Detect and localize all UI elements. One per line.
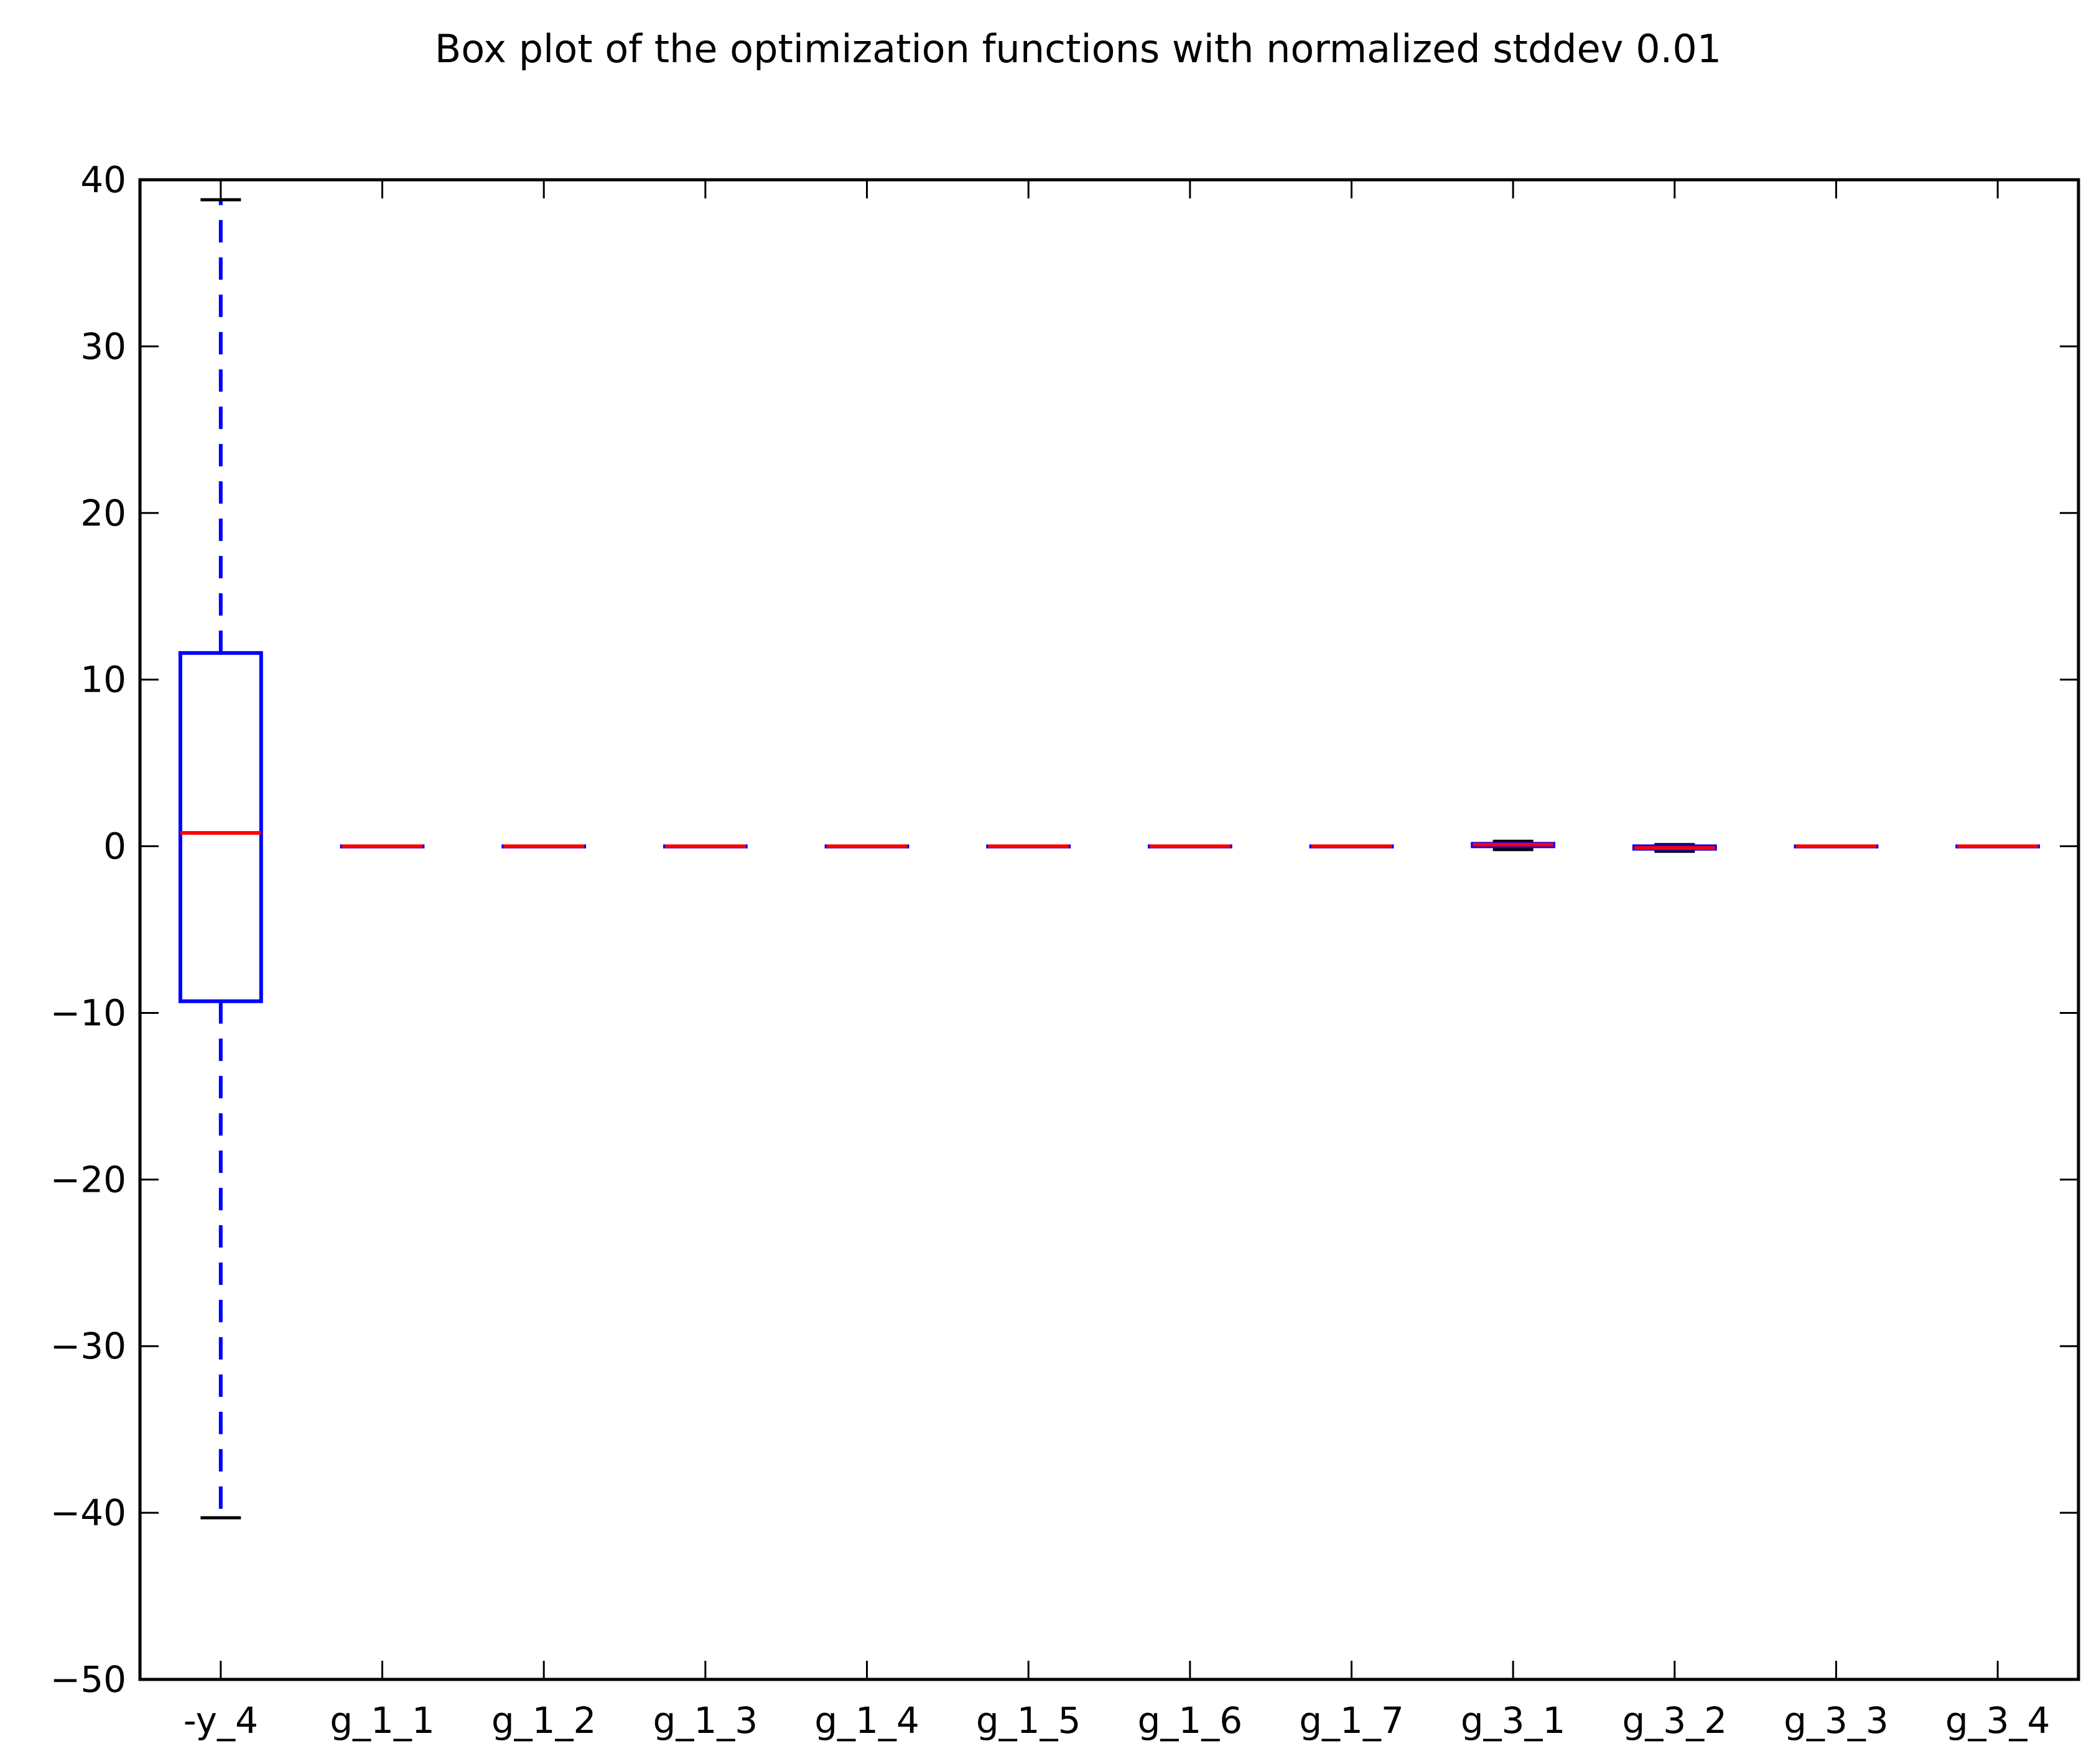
y-tick-label: 30 <box>80 325 126 368</box>
y-tick-label: 0 <box>103 825 126 868</box>
x-tick-label: g_1_2 <box>491 1699 597 1742</box>
x-tick-label: g_3_4 <box>1945 1699 2050 1742</box>
y-tick-label: −20 <box>50 1158 126 1200</box>
x-tick-label: g_1_1 <box>330 1699 435 1742</box>
y-tick-label: 40 <box>80 159 126 201</box>
y-tick-label: −40 <box>50 1492 126 1534</box>
x-tick-label: g_1_4 <box>814 1699 919 1742</box>
y-tick-label: −50 <box>50 1658 126 1701</box>
y-tick-label: −30 <box>50 1325 126 1367</box>
box--y_4 <box>178 198 263 1520</box>
plot-marks <box>178 198 2041 1520</box>
iqr-box <box>178 651 263 1003</box>
box-g_3_1 <box>1471 840 1556 852</box>
plot-frame <box>138 178 2080 1681</box>
x-tick-label: g_3_1 <box>1461 1699 1566 1742</box>
y-axis: −50 −40 −30 −20 −10 0 10 20 30 40 <box>50 159 2078 1701</box>
x-axis: -y_4 g_1_1 g_1_2 g_1_3 g_1_4 g_1_5 g_1_6 g_1_7 g… <box>184 180 2050 1742</box>
y-tick-label: 10 <box>80 659 126 701</box>
chart-title: Box plot of the optimization functions w… <box>435 26 1722 72</box>
y-tick-label: 20 <box>80 492 126 534</box>
x-tick-label: -y_4 <box>184 1699 258 1742</box>
x-tick-label: g_1_3 <box>653 1699 758 1742</box>
box-g_3_2 <box>1632 843 1717 853</box>
x-tick-label: g_1_5 <box>976 1699 1081 1742</box>
x-tick-label: g_1_6 <box>1138 1699 1243 1742</box>
x-tick-label: g_3_2 <box>1622 1699 1728 1742</box>
y-tick-label: −10 <box>50 991 126 1034</box>
x-tick-label: g_3_3 <box>1784 1699 1889 1742</box>
x-tick-label: g_1_7 <box>1299 1699 1404 1742</box>
